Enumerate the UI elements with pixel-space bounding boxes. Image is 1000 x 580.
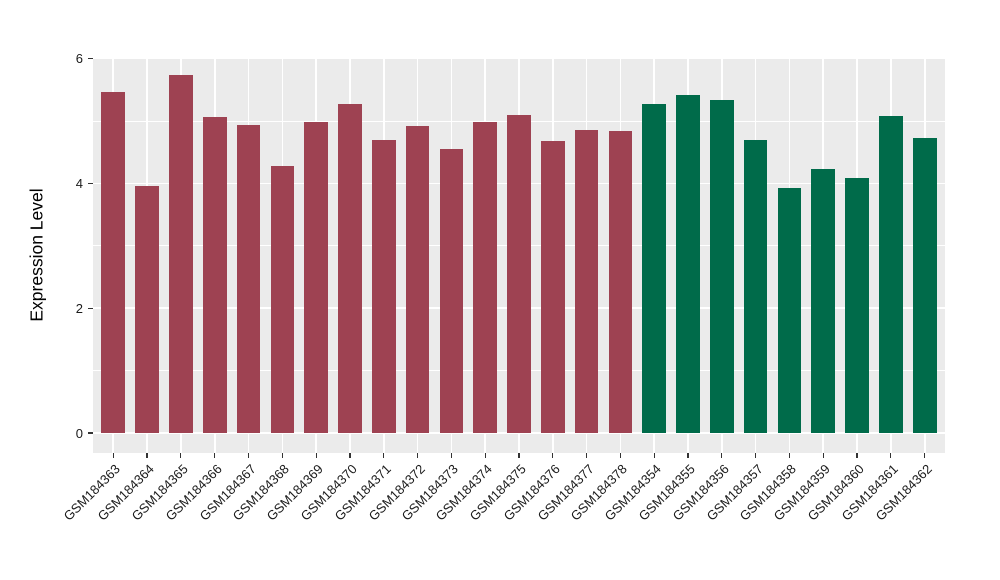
y-axis: 0 2 4 6 (0, 52, 93, 453)
x-axis-tick (552, 453, 554, 458)
x-axis-tick (484, 453, 486, 458)
bar (439, 149, 464, 433)
y-tick-label: 2 (75, 300, 83, 316)
y-tick-label: 6 (75, 51, 83, 67)
bar (202, 117, 227, 433)
x-axis-tick (146, 453, 148, 458)
bar (540, 140, 565, 433)
bar (405, 126, 430, 433)
bar (642, 104, 667, 433)
x-axis-tick (383, 453, 385, 458)
bar (912, 137, 937, 433)
major-gridline (93, 57, 945, 60)
bar (574, 129, 599, 433)
plot-panel (93, 57, 945, 453)
x-axis-tick (653, 453, 655, 458)
x-axis-tick (112, 453, 114, 458)
x-axis-tick (788, 453, 791, 458)
bar (507, 115, 531, 433)
bar (777, 188, 802, 433)
x-axis-tick (416, 453, 419, 458)
bar (169, 74, 193, 433)
y-tick-label: 4 (75, 175, 83, 191)
x-axis-tick (822, 453, 824, 458)
x-axis-tick (518, 453, 520, 458)
x-axis-tick (619, 453, 622, 458)
bar (845, 178, 869, 433)
bar (371, 139, 396, 433)
bar (710, 100, 734, 433)
x-axis-tick (180, 453, 182, 458)
x-axis-tick (924, 453, 926, 458)
bar (743, 139, 768, 433)
x-axis-tick (721, 453, 723, 458)
bar (676, 94, 700, 433)
x-axis-tick (214, 453, 216, 458)
bar (135, 185, 159, 433)
bar (473, 122, 497, 433)
bar (236, 125, 261, 433)
x-axis-tick (687, 453, 689, 458)
x-axis-tick (586, 453, 588, 458)
y-axis-tick (88, 58, 93, 60)
x-axis-tick (315, 453, 317, 458)
x-axis-tick (755, 453, 757, 458)
y-axis-tick (88, 307, 93, 309)
x-axis-tick (450, 453, 452, 458)
bar (304, 122, 328, 433)
y-axis-tick (88, 182, 93, 184)
x-axis-tick (856, 453, 858, 458)
bar (338, 103, 362, 433)
x-axis-tick (281, 453, 283, 458)
x-axis-tick (247, 453, 250, 458)
y-axis-tick (88, 432, 93, 434)
bar (101, 91, 126, 433)
x-axis: GSM184363 GSM184364 GSM184365 GSM184366 GSM1… (61, 453, 945, 578)
y-tick-label: 0 (75, 425, 83, 441)
x-axis-tick (349, 453, 351, 458)
bar (608, 130, 633, 433)
x-axis-tick (890, 453, 892, 458)
bar (879, 116, 903, 433)
bar (811, 169, 836, 433)
bar (270, 165, 295, 433)
